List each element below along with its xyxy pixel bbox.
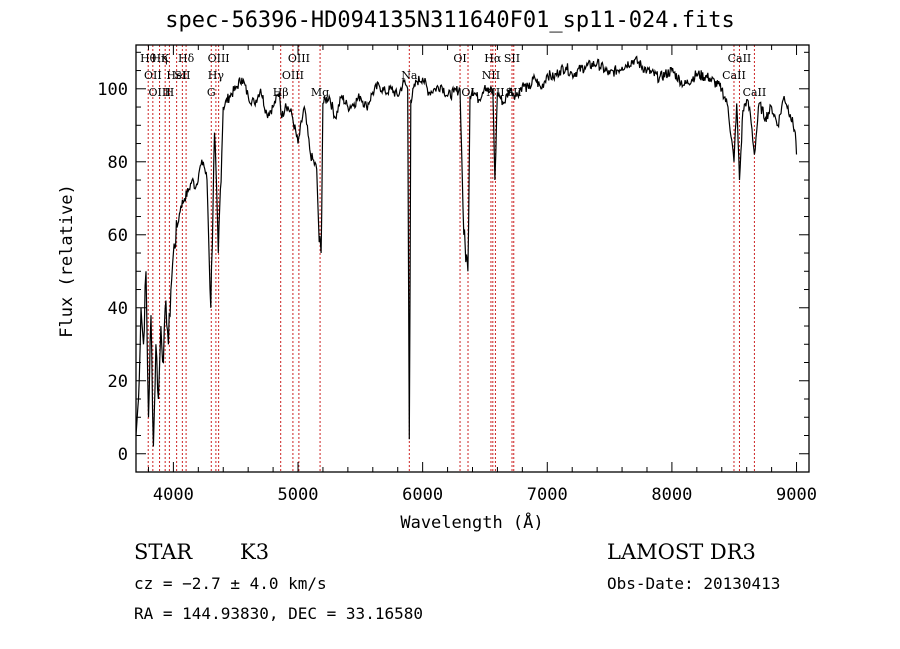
redshift-readout: cz = −2.7 ± 4.0 km/s xyxy=(134,574,327,593)
spectrum-series-line xyxy=(135,55,798,447)
x-tick-label: 8000 xyxy=(651,485,692,505)
observation-date: Obs-Date: 20130413 xyxy=(607,574,781,593)
x-tick-label: 9000 xyxy=(776,485,817,505)
y-tick-label: 20 xyxy=(108,372,128,392)
x-tick-label: 7000 xyxy=(527,485,568,505)
coordinates-readout: RA = 144.93830, DEC = 33.16580 xyxy=(134,604,423,623)
spectral-line-label: SII xyxy=(174,69,190,82)
spectral-line-label: Hδ xyxy=(178,52,195,65)
spectral-line-label: OII xyxy=(144,69,162,82)
spectral-line-label: OIII xyxy=(288,52,310,65)
spectral-line-label: G xyxy=(207,86,216,99)
spectral-line-label: SII xyxy=(506,86,522,99)
spectral-line-label: Hθ xyxy=(140,52,157,65)
x-axis-label: Wavelength (Å) xyxy=(400,511,543,533)
spectral-line-label: CaII xyxy=(743,86,767,99)
spectral-line-label: Mg xyxy=(311,86,329,99)
spectral-line-markers xyxy=(147,45,755,472)
spectral-line-label: OIII xyxy=(208,52,230,65)
spectral-line-label: OI xyxy=(453,52,466,65)
y-axis-label: Flux (relative) xyxy=(57,184,77,338)
spectral-line-label: K xyxy=(161,52,170,65)
y-tick-label: 60 xyxy=(108,226,128,246)
spectral-line-label: Hγ xyxy=(208,69,225,82)
spectral-line-label: Hβ xyxy=(273,86,289,99)
axis-ticks: 4000 5000 6000 7000 8000 9000 0 20 40 60 80 100 xyxy=(97,45,817,505)
chart-title: spec-56396-HD094135N311640F01_sp11-024.f… xyxy=(165,8,735,33)
spectral-line-label: OIII xyxy=(282,69,304,82)
spectral-line-label: OIII xyxy=(149,86,171,99)
spectral-line-label: Hα xyxy=(484,52,502,65)
spectral-line-label: OI xyxy=(461,86,474,99)
spectral-line-label: Na xyxy=(401,69,418,82)
spectral-line-label: Hη xyxy=(151,52,167,65)
object-class: STAR xyxy=(134,540,193,564)
y-tick-label: 40 xyxy=(108,299,128,319)
plot-frame xyxy=(135,44,810,473)
y-tick-label: 100 xyxy=(97,80,128,100)
spectral-line-label: CaII xyxy=(728,52,752,65)
spectral-line-label: H xyxy=(165,86,175,99)
y-tick-label: 0 xyxy=(118,445,128,465)
spectral-line-label: CaII xyxy=(722,69,746,82)
x-tick-label: 6000 xyxy=(402,485,443,505)
survey-name: LAMOST DR3 xyxy=(607,540,756,564)
spectral-line-label: NII xyxy=(482,69,500,82)
spectral-line-label: NII xyxy=(486,86,504,99)
x-tick-label: 4000 xyxy=(153,485,194,505)
line-labels: HθOIIHηOIIIKHHeISIIHδGHγOIIIHβOIIIOIIIMg… xyxy=(140,52,766,99)
x-tick-label: 5000 xyxy=(278,485,319,505)
y-tick-label: 80 xyxy=(108,153,128,173)
spectral-line-label: HeI xyxy=(166,69,186,82)
object-subclass: K3 xyxy=(240,540,270,564)
spectral-line-label: SII xyxy=(504,52,520,65)
